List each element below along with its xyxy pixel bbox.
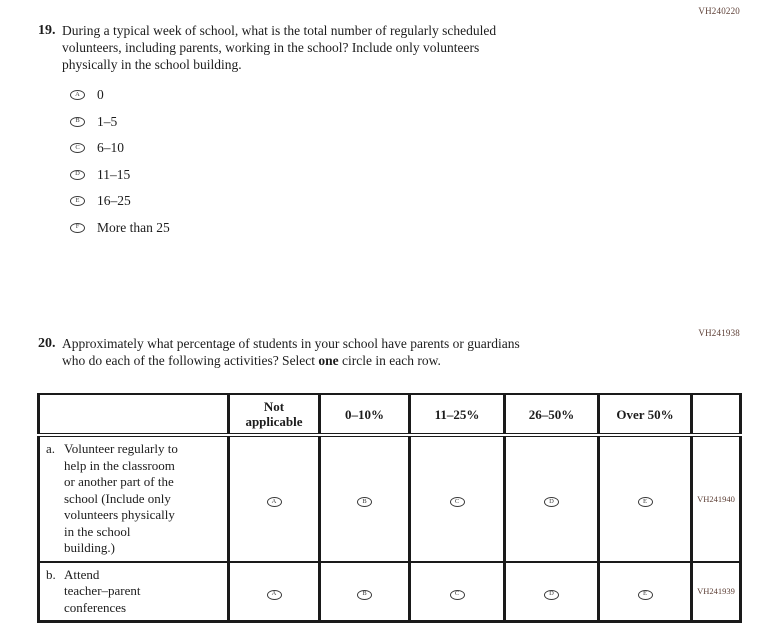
option-label: 16–25 <box>97 193 131 208</box>
row-a-label: Volunteer regularly to help in the class… <box>64 441 178 555</box>
row-a-bubble-e[interactable]: E <box>637 497 653 507</box>
row-a-cell-not-applicable: A <box>227 435 321 563</box>
row-b-letter: b. <box>46 566 56 582</box>
row-b-bubble-b[interactable]: B <box>357 589 372 600</box>
row-a-bubble-a[interactable]: A <box>266 497 282 507</box>
row-a-code: VH241940 <box>690 435 742 563</box>
answer-bubble-f[interactable]: F <box>70 222 85 233</box>
row-a-cell-11-25: C <box>408 435 506 563</box>
row-b-cell-0-10: B <box>318 561 411 623</box>
question-20: 20. Approximately what percentage of stu… <box>38 335 658 369</box>
answer-bubble-d[interactable]: D <box>70 169 85 180</box>
row-b-bubble-a[interactable]: A <box>266 589 282 600</box>
option-label: 0 <box>97 87 104 102</box>
row-b-cell-26-50: D <box>503 561 600 623</box>
row-a-cell-over-50: E <box>597 435 693 563</box>
question-20-response-table: Not applicable 0–10% 11–25% 26–50% Over … <box>37 393 742 623</box>
question-20-text-end: circle in each row. <box>338 353 441 368</box>
option-label: More than 25 <box>97 219 170 235</box>
row-a-bubble-b[interactable]: B <box>357 497 372 507</box>
option-label: 11–15 <box>97 166 131 182</box>
row-b-bubble-e[interactable]: E <box>637 589 653 600</box>
question-19-text: During a typical week of school, what is… <box>62 23 497 72</box>
row-b-stub: b. Attend teacher–parent conferences <box>37 561 230 623</box>
option-label: 6–10 <box>97 140 124 155</box>
question-20-code: VH241938 <box>698 328 740 338</box>
table-row-a: a. Volunteer regularly to help in the cl… <box>37 435 742 563</box>
header-26-50: 26–50% <box>503 393 600 437</box>
answer-bubble-e[interactable]: E <box>70 196 85 206</box>
row-b-cell-11-25: C <box>408 561 506 623</box>
table-row-b: b. Attend teacher–parent conferences A B… <box>37 561 742 623</box>
question-20-number: 20. <box>38 336 56 351</box>
question-19: 19. During a typical week of school, wha… <box>38 22 638 73</box>
answer-bubble-c[interactable]: C <box>70 143 85 153</box>
header-not-applicable: Not applicable <box>227 393 321 437</box>
question-20-text-start: Approximately what percentage of student… <box>62 336 520 368</box>
row-b-cell-not-applicable: A <box>227 561 321 623</box>
row-a-bubble-d[interactable]: D <box>544 497 559 507</box>
row-a-cell-0-10: B <box>318 435 411 563</box>
question-19-code: VH240220 <box>698 6 740 16</box>
row-a-stub: a. Volunteer regularly to help in the cl… <box>37 435 230 563</box>
row-a-letter: a. <box>46 441 56 456</box>
header-stub <box>37 393 230 437</box>
question-20-bold-word: one <box>318 353 339 368</box>
header-11-25: 11–25% <box>408 393 506 437</box>
option-6-10: C 6–10 <box>70 140 170 155</box>
header-over-50: Over 50% <box>597 393 693 437</box>
option-11-15: D 11–15 <box>70 166 170 182</box>
option-more-than-25: F More than 25 <box>70 219 170 235</box>
row-b-bubble-d[interactable]: D <box>544 589 559 600</box>
option-16-25: E 16–25 <box>70 193 170 208</box>
row-b-label: Attend teacher–parent conferences <box>64 566 141 615</box>
header-code <box>690 393 742 437</box>
option-0: A 0 <box>70 87 170 102</box>
answer-bubble-a[interactable]: A <box>70 90 85 100</box>
row-b-bubble-c[interactable]: C <box>449 589 465 600</box>
option-1-5: B 1–5 <box>70 113 170 129</box>
option-label: 1–5 <box>97 113 118 129</box>
answer-bubble-b[interactable]: B <box>70 116 85 127</box>
question-19-number: 19. <box>38 23 56 38</box>
row-a-cell-26-50: D <box>503 435 600 563</box>
table-header-row: Not applicable 0–10% 11–25% 26–50% Over … <box>37 393 742 437</box>
header-0-10: 0–10% <box>318 393 411 437</box>
row-b-code: VH241939 <box>690 561 742 623</box>
question-19-options: A 0 B 1–5 C 6–10 D 11–15 E 16–25 F More … <box>70 87 170 247</box>
row-a-bubble-c[interactable]: C <box>449 497 465 507</box>
row-b-cell-over-50: E <box>597 561 693 623</box>
question-20-text: Approximately what percentage of student… <box>62 335 520 369</box>
